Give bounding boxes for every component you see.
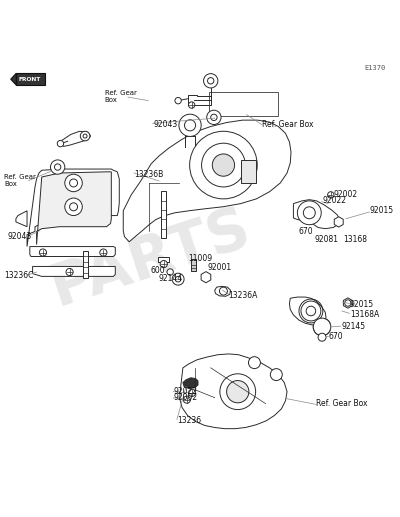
Circle shape: [248, 357, 260, 369]
Circle shape: [70, 203, 78, 211]
Bar: [209, 93, 278, 116]
Text: 13236: 13236: [177, 416, 201, 425]
Text: 13236C: 13236C: [4, 271, 33, 280]
Text: 13168A: 13168A: [350, 310, 379, 318]
Text: 13236A: 13236A: [229, 291, 258, 299]
Circle shape: [175, 277, 181, 282]
Polygon shape: [180, 354, 287, 429]
Polygon shape: [183, 378, 198, 388]
Polygon shape: [188, 95, 211, 105]
Text: 92002: 92002: [334, 190, 358, 199]
Bar: [161, 191, 166, 238]
Circle shape: [220, 374, 256, 409]
Bar: [240, 160, 256, 183]
Polygon shape: [59, 131, 91, 146]
Circle shape: [212, 154, 234, 176]
Circle shape: [39, 249, 46, 256]
Circle shape: [54, 164, 61, 170]
Circle shape: [220, 287, 228, 295]
Text: 92015: 92015: [370, 206, 394, 215]
Polygon shape: [294, 200, 340, 229]
Circle shape: [80, 131, 90, 141]
Text: 670: 670: [299, 227, 314, 236]
Polygon shape: [344, 298, 352, 308]
Text: Ref. Gear
Box: Ref. Gear Box: [4, 174, 36, 187]
Circle shape: [303, 207, 315, 219]
Circle shape: [65, 198, 82, 216]
Circle shape: [202, 143, 245, 187]
Text: 92001: 92001: [208, 263, 232, 272]
Bar: [191, 258, 196, 271]
Text: E1370: E1370: [364, 65, 386, 71]
Text: 92022: 92022: [174, 387, 198, 396]
Circle shape: [313, 318, 331, 336]
Polygon shape: [215, 286, 230, 296]
Polygon shape: [33, 266, 115, 277]
Polygon shape: [27, 169, 119, 247]
Circle shape: [57, 141, 64, 147]
Polygon shape: [30, 247, 115, 256]
Circle shape: [65, 174, 82, 192]
Text: 11009: 11009: [188, 254, 212, 263]
Circle shape: [297, 201, 321, 225]
Polygon shape: [334, 217, 343, 227]
Polygon shape: [16, 211, 27, 226]
Text: 92081: 92081: [314, 235, 338, 244]
Circle shape: [167, 269, 173, 275]
Circle shape: [318, 333, 326, 341]
Text: 92145: 92145: [341, 322, 365, 330]
Text: 13168: 13168: [343, 235, 367, 244]
Text: Ref. Gear Box: Ref. Gear Box: [262, 120, 313, 129]
Circle shape: [207, 110, 221, 125]
FancyBboxPatch shape: [16, 73, 45, 85]
Text: 670: 670: [328, 331, 343, 341]
Circle shape: [66, 268, 73, 276]
Text: Ref. Gear
Box: Ref. Gear Box: [104, 90, 136, 103]
Polygon shape: [36, 172, 111, 245]
Text: PARTS: PARTS: [44, 200, 258, 317]
Text: FRONT: FRONT: [19, 77, 41, 82]
Text: 92043: 92043: [8, 232, 32, 241]
Text: 92022: 92022: [322, 195, 346, 205]
Circle shape: [211, 114, 217, 120]
Text: 92002: 92002: [174, 393, 198, 402]
Circle shape: [183, 396, 190, 403]
Polygon shape: [11, 73, 16, 85]
Circle shape: [188, 389, 196, 397]
Circle shape: [270, 369, 282, 381]
Bar: [158, 257, 169, 262]
Circle shape: [175, 98, 181, 104]
Circle shape: [190, 131, 257, 199]
Text: 600: 600: [150, 266, 165, 275]
Circle shape: [100, 249, 107, 256]
Circle shape: [328, 192, 334, 198]
Circle shape: [70, 179, 78, 187]
Text: 13236B: 13236B: [134, 170, 164, 179]
Polygon shape: [290, 297, 326, 325]
Text: Ref. Gear Box: Ref. Gear Box: [316, 399, 368, 408]
Circle shape: [204, 73, 218, 88]
Polygon shape: [201, 271, 211, 283]
Circle shape: [208, 78, 214, 84]
Text: 92015: 92015: [350, 300, 374, 309]
Text: 92144: 92144: [158, 274, 182, 283]
Circle shape: [188, 102, 195, 108]
Circle shape: [172, 273, 184, 285]
Circle shape: [301, 301, 321, 321]
Circle shape: [179, 114, 201, 136]
Circle shape: [160, 261, 167, 268]
Circle shape: [50, 160, 65, 174]
Circle shape: [184, 120, 196, 131]
Circle shape: [227, 381, 249, 403]
Bar: [83, 251, 88, 278]
Circle shape: [306, 306, 316, 316]
Polygon shape: [123, 120, 291, 242]
Text: 92043: 92043: [153, 120, 177, 129]
